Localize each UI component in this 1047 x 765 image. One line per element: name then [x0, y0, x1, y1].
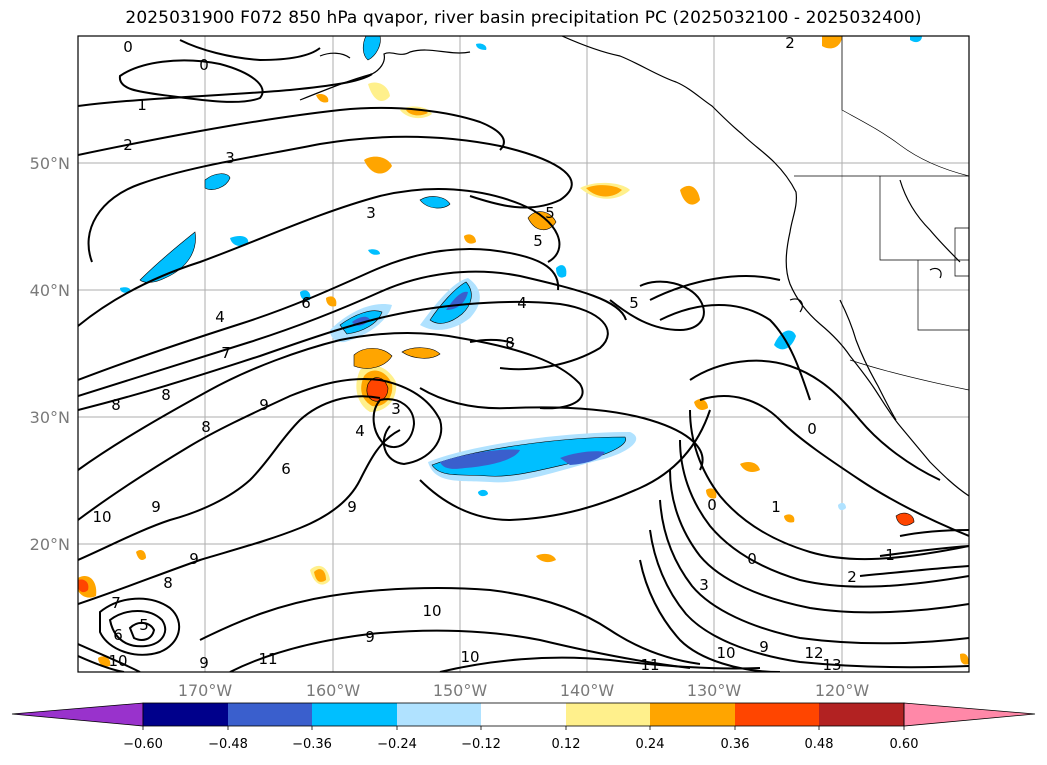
contour-label: 1: [137, 96, 147, 114]
contour-label: 0: [747, 550, 757, 568]
contour-label: 0: [807, 420, 817, 438]
contour-label: 5: [139, 616, 149, 634]
contour-label: 6: [301, 294, 311, 312]
colorbar-tick-label: −0.12: [461, 737, 501, 752]
colorbar-segment: [228, 703, 312, 726]
lon-label-160w: 160°W: [306, 681, 361, 700]
qvapor-contours: [78, 39, 969, 672]
colorbar-segment: [735, 703, 819, 726]
colorbar-segment: [819, 703, 904, 726]
colorbar-segment: [397, 703, 481, 726]
contour-label: 2: [123, 136, 133, 154]
contour-label: 8: [161, 386, 171, 404]
contour-label: 9: [151, 498, 161, 516]
contour-label: 9: [199, 654, 209, 672]
contour-label: 3: [699, 576, 709, 594]
contour-label: 3: [391, 400, 401, 418]
contour-label: 0: [123, 38, 133, 56]
contour-label: 5: [533, 232, 543, 250]
map-panel: [77, 35, 970, 673]
colorbar-segment: [650, 703, 735, 726]
contour-label: 4: [517, 294, 527, 312]
colorbar-segment: [481, 703, 566, 726]
contour-label: 6: [281, 460, 291, 478]
contour-label: 11: [258, 650, 277, 668]
lon-label-140w: 140°W: [560, 681, 615, 700]
contour-label: 8: [505, 334, 515, 352]
contour-label: 8: [201, 418, 211, 436]
longitude-labels: 170°W 160°W 150°W 140°W 130°W 120°W: [178, 681, 870, 700]
colorbar-segment: [143, 703, 228, 726]
gridlines: [78, 36, 969, 672]
colorbar-extend-high: [903, 702, 1036, 727]
contour-label: 10: [422, 602, 441, 620]
colorbar-segment: [566, 703, 650, 726]
colorbar-tick-label: 0.36: [721, 737, 750, 752]
contour-label: 10: [716, 644, 735, 662]
colorbar-tick-label: −0.24: [377, 737, 417, 752]
contour-label: 4: [355, 422, 365, 440]
lon-label-170w: 170°W: [178, 681, 233, 700]
contour-label: 7: [221, 344, 231, 362]
political-borders: [794, 36, 969, 391]
contour-labels: 0 0 1 2 3 3 5 5 4 5 4 6 7 8 8 8 9 8 3 4 …: [92, 34, 894, 674]
contour-label: 1: [771, 498, 781, 516]
contour-label: 5: [545, 204, 555, 222]
contour-label: 10: [92, 508, 111, 526]
contour-label: 2: [847, 568, 857, 586]
contour-label: 5: [629, 294, 639, 312]
contour-label: 13: [822, 656, 841, 674]
contour-label: 10: [108, 652, 127, 670]
lat-label-30n: 30°N: [30, 408, 70, 427]
contour-label: 9: [189, 550, 199, 568]
contour-label: 8: [163, 574, 173, 592]
contour-label: 7: [111, 594, 121, 612]
lon-label-120w: 120°W: [815, 681, 870, 700]
contour-label: 9: [347, 498, 357, 516]
contour-label: 9: [759, 638, 769, 656]
contour-label: 9: [259, 396, 269, 414]
contour-label: 6: [113, 626, 123, 644]
colorbar-tick-label: −0.60: [123, 737, 163, 752]
lat-label-40n: 40°N: [30, 281, 70, 300]
contour-label: 10: [460, 648, 479, 666]
contour-label: 9: [365, 628, 375, 646]
figure-title: 2025031900 F072 850 hPa qvapor, river ba…: [125, 8, 922, 28]
lat-label-20n: 20°N: [30, 535, 70, 554]
colorbar-tick-label: −0.36: [292, 737, 332, 752]
contour-label: 3: [366, 204, 376, 222]
colorbar-tick-label: 0.60: [890, 737, 919, 752]
lat-label-50n: 50°N: [30, 154, 70, 173]
contour-label: 1: [885, 546, 895, 564]
lon-label-130w: 130°W: [687, 681, 742, 700]
contour-label: 3: [225, 149, 235, 167]
latitude-labels: 50°N 40°N 30°N 20°N: [30, 154, 70, 554]
colorbar: −0.60 −0.48 −0.36 −0.24 −0.12 0.12 0.24 …: [11, 702, 1036, 752]
colorbar-tick-label: 0.12: [552, 737, 581, 752]
colorbar-tick-label: 0.48: [805, 737, 834, 752]
contour-label: 2: [785, 34, 795, 52]
contour-label: 4: [215, 308, 225, 326]
contour-label: 8: [111, 396, 121, 414]
colorbar-tick-label: 0.24: [636, 737, 665, 752]
colorbar-extend-low: [11, 702, 144, 727]
colorbar-segment: [312, 703, 397, 726]
colorbar-tick-label: −0.48: [208, 737, 248, 752]
lon-label-150w: 150°W: [433, 681, 488, 700]
contour-label: 0: [199, 56, 209, 74]
pc-shading: [78, 36, 969, 667]
contour-label: 11: [640, 656, 659, 674]
contour-label: 12: [804, 644, 823, 662]
contour-label: 0: [707, 496, 717, 514]
